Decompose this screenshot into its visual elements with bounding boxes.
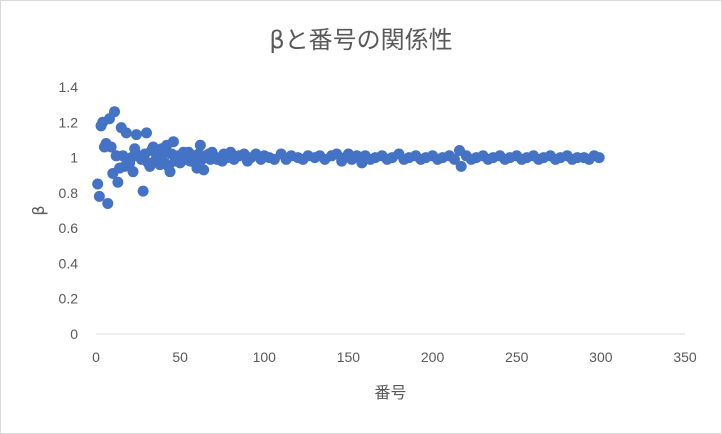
data-point: [198, 164, 210, 176]
y-tick-label: 1: [70, 150, 78, 166]
data-point: [112, 176, 124, 188]
data-point: [137, 185, 149, 197]
y-tick-label: 1.4: [59, 79, 79, 95]
y-tick-label: 1.2: [59, 114, 79, 130]
chart-title: βと番号の関係性: [269, 26, 452, 54]
y-tick-label: 0.4: [59, 255, 79, 271]
x-axis-label: 番号: [374, 383, 406, 402]
data-point: [593, 152, 605, 164]
data-point: [127, 166, 139, 178]
y-tick-label: 0.2: [59, 291, 79, 307]
data-point: [164, 166, 176, 178]
data-point: [109, 106, 121, 118]
x-tick-label: 50: [172, 349, 188, 365]
x-tick-label: 350: [673, 349, 697, 365]
x-tick-label: 200: [421, 349, 445, 365]
data-point: [140, 127, 152, 139]
data-point: [102, 197, 114, 209]
y-axis-tick-labels: 0 0.2 0.4 0.6 0.8 1 1.2 1.4: [59, 79, 79, 342]
data-point: [455, 160, 467, 172]
x-tick-label: 150: [337, 349, 361, 365]
y-tick-label: 0.6: [59, 220, 79, 236]
data-point: [93, 190, 105, 202]
data-point: [120, 127, 132, 139]
x-axis-tick-labels: 0 50 100 150 200 250 300 350: [92, 349, 697, 365]
x-tick-label: 250: [505, 349, 529, 365]
y-tick-label: 0.8: [59, 185, 79, 201]
data-point: [157, 148, 169, 160]
data-point: [194, 139, 206, 151]
data-point: [117, 150, 129, 162]
x-tick-label: 100: [253, 349, 277, 365]
x-tick-label: 0: [92, 349, 100, 365]
y-tick-label: 0: [70, 326, 78, 342]
data-point: [92, 178, 104, 190]
scatter-points: [92, 106, 605, 209]
data-point: [448, 153, 460, 165]
data-point: [105, 141, 117, 153]
x-tick-label: 300: [589, 349, 613, 365]
y-axis-label: β: [29, 205, 48, 215]
data-point: [130, 129, 142, 141]
data-point: [167, 136, 179, 148]
